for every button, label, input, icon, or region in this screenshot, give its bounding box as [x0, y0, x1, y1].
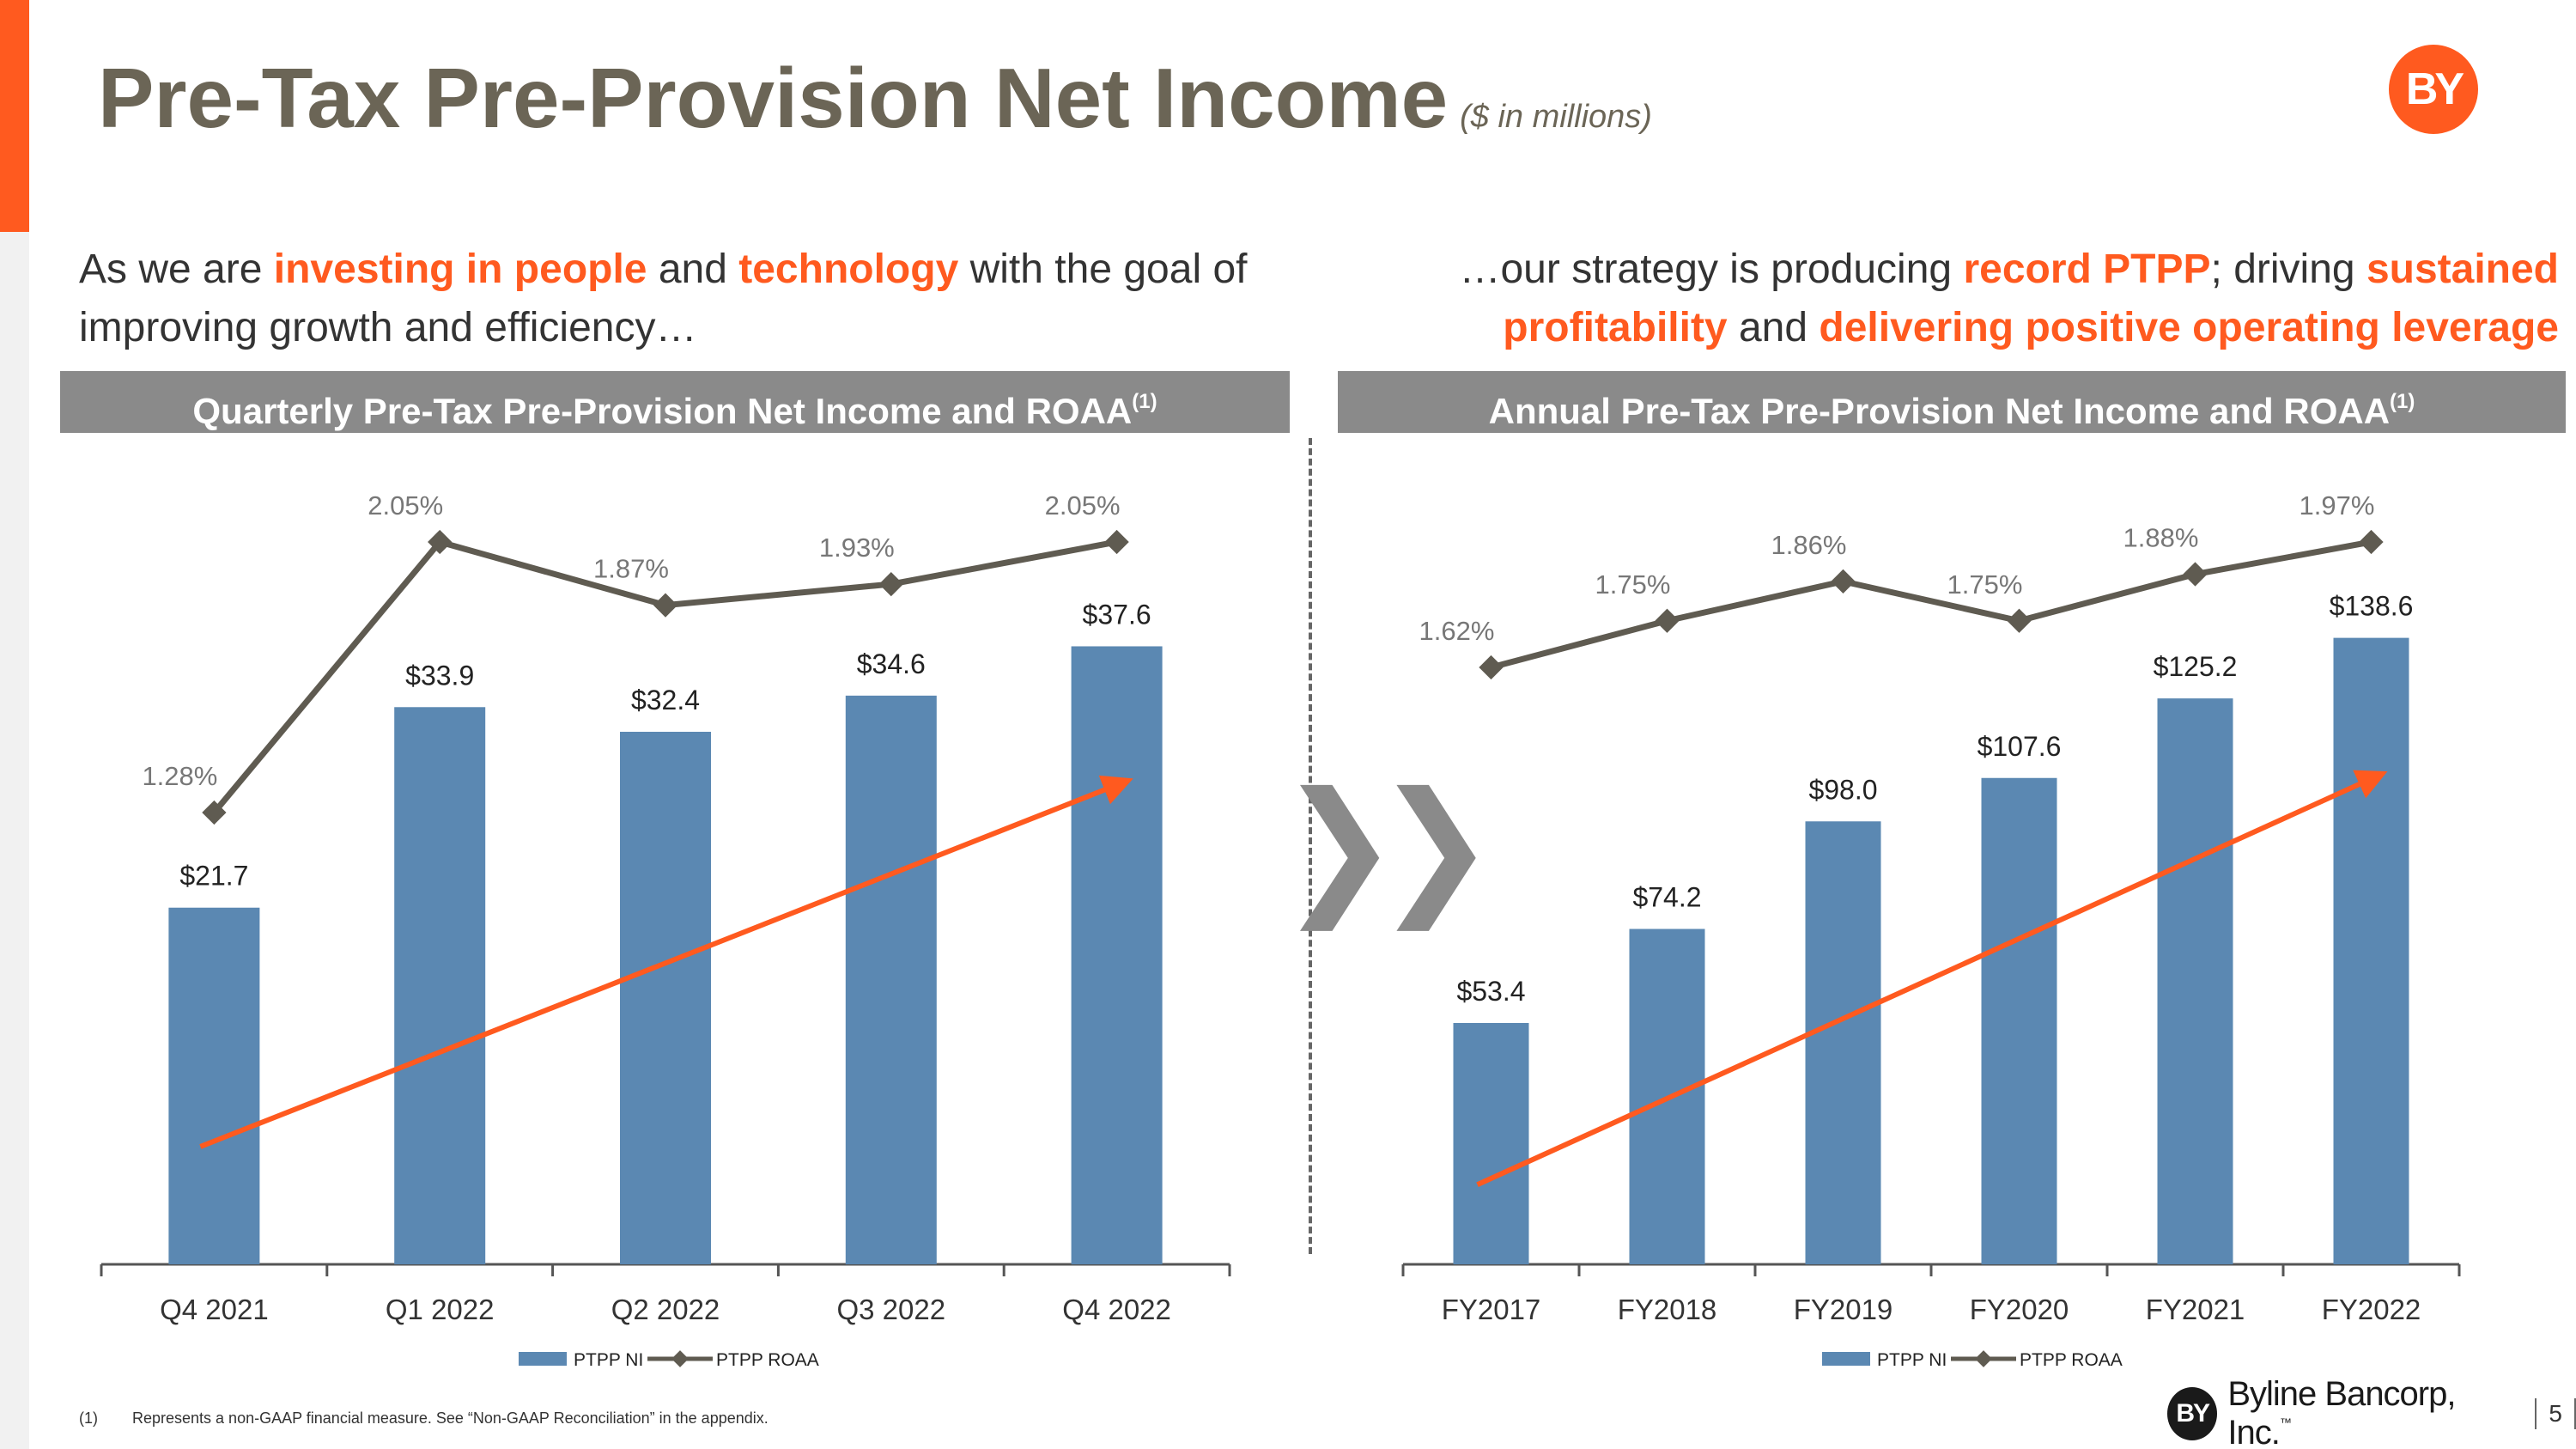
q-bar — [845, 695, 937, 1264]
q-legend-bar-swatch — [519, 1352, 567, 1366]
intro-left: As we are investing in people and techno… — [79, 247, 1248, 350]
highlight-profitability: sustained profitability — [1503, 247, 2559, 350]
q-legend-label: PTPP ROAA — [716, 1350, 819, 1370]
highlight-leverage: delivering positive operating leverage — [1819, 305, 2559, 350]
q-roaa-label: 2.05% — [1045, 490, 1121, 521]
brand-name: Byline Bancorp, Inc.™ — [2227, 1375, 2456, 1449]
a-bar — [1453, 1022, 1529, 1264]
a-trend-arrow — [1476, 770, 2388, 1187]
highlight-people: investing in people — [273, 247, 647, 292]
q-x-tick-label: Q4 2022 — [1062, 1294, 1171, 1325]
a-bar-label: $125.2 — [2154, 651, 2238, 682]
a-roaa-label: 1.97% — [2300, 490, 2375, 521]
q-legend-marker — [671, 1350, 689, 1367]
a-roaa-point — [1655, 608, 1680, 633]
a-roaa-point — [2359, 529, 2384, 555]
q-bar-label: $32.4 — [631, 685, 700, 715]
q-x-tick-label: Q4 2021 — [160, 1294, 269, 1325]
q-roaa-point — [1104, 529, 1129, 555]
q-roaa-point — [653, 593, 678, 618]
double-chevron-right-icon: ❯❯ — [1278, 764, 1497, 928]
footnote: (1) Represents a non-GAAP financial measu… — [79, 1409, 769, 1427]
a-roaa-label: 1.88% — [2123, 523, 2199, 553]
annual-chart-banner: Annual Pre-Tax Pre-Provision Net Income … — [1338, 371, 2566, 433]
q-bar-label: $37.6 — [1083, 599, 1151, 630]
a-x-tick-label: FY2021 — [2146, 1294, 2245, 1325]
a-roaa-point — [1831, 569, 1856, 594]
a-roaa-line — [1490, 539, 2372, 671]
q-roaa-point — [428, 529, 453, 555]
a-bar-label: $138.6 — [2330, 591, 2414, 622]
q-roaa-label: 1.28% — [142, 761, 217, 791]
a-legend-bar-swatch — [1822, 1352, 1870, 1366]
a-bar-label: $98.0 — [1808, 774, 1877, 805]
a-bar-label: $53.4 — [1456, 976, 1525, 1007]
q-bar — [620, 731, 711, 1264]
q-bar-label: $34.6 — [857, 648, 926, 679]
a-roaa-label: 1.75% — [1947, 569, 2023, 600]
a-x-tick-label: FY2022 — [2322, 1294, 2421, 1325]
intro-right: …our strategy is producing record PTPP; … — [1459, 247, 2559, 350]
a-roaa-point — [2007, 608, 2032, 633]
left-strip — [0, 232, 29, 1449]
a-bar-label: $107.6 — [1978, 731, 2062, 762]
quarterly-chart-banner: Quarterly Pre-Tax Pre-Provision Net Inco… — [60, 371, 1290, 433]
highlight-technology: technology — [738, 247, 959, 292]
a-bar — [2333, 637, 2409, 1264]
accent-bar — [0, 0, 29, 232]
q-roaa-label: 2.05% — [368, 490, 443, 521]
a-bar — [2157, 698, 2233, 1264]
brand-footer: BY Byline Bancorp, Inc.™ 5 — [2167, 1375, 2576, 1449]
a-legend-label: PTPP NI — [1877, 1350, 1947, 1370]
a-legend-label: PTPP ROAA — [2020, 1350, 2123, 1370]
a-roaa-point — [1479, 654, 1504, 680]
title-units: ($ in millions) — [1460, 99, 1652, 135]
q-roaa-point — [878, 571, 903, 597]
q-x-tick-label: Q3 2022 — [836, 1294, 945, 1325]
q-roaa-point — [202, 800, 227, 825]
a-bar-label: $74.2 — [1632, 882, 1701, 913]
q-bar — [1071, 646, 1163, 1264]
a-legend-marker — [1975, 1350, 1992, 1367]
a-roaa-label: 1.86% — [1771, 530, 1847, 560]
a-bar — [1981, 777, 2057, 1264]
q-legend-label: PTPP NI — [574, 1350, 643, 1370]
q-trend-arrow — [199, 775, 1133, 1149]
a-roaa-point — [2183, 562, 2208, 587]
q-x-tick-label: Q1 2022 — [386, 1294, 495, 1325]
a-roaa-label: 1.62% — [1419, 616, 1495, 646]
page-title: Pre-Tax Pre-Provision Net Income ($ in mi… — [98, 51, 1652, 145]
a-roaa-label: 1.75% — [1595, 569, 1671, 600]
a-x-tick-label: FY2019 — [1794, 1294, 1893, 1325]
byline-mark-icon: BY — [2167, 1387, 2218, 1440]
a-x-tick-label: FY2018 — [1618, 1294, 1717, 1325]
q-roaa-label: 1.87% — [593, 554, 669, 584]
a-x-tick-label: FY2020 — [1970, 1294, 2069, 1325]
q-bar — [168, 907, 260, 1264]
q-roaa-label: 1.93% — [819, 533, 895, 563]
byline-logo-icon: BY — [2389, 45, 2478, 134]
q-bar-label: $33.9 — [405, 660, 474, 691]
page-number: 5 — [2535, 1398, 2576, 1429]
q-bar — [394, 707, 486, 1264]
chart-divider — [1309, 438, 1312, 1254]
q-bar-label: $21.7 — [179, 861, 248, 892]
q-x-tick-label: Q2 2022 — [611, 1294, 720, 1325]
a-x-tick-label: FY2017 — [1442, 1294, 1541, 1325]
a-bar — [1805, 821, 1881, 1264]
highlight-record-ptpp: record PTPP — [1963, 247, 2211, 292]
